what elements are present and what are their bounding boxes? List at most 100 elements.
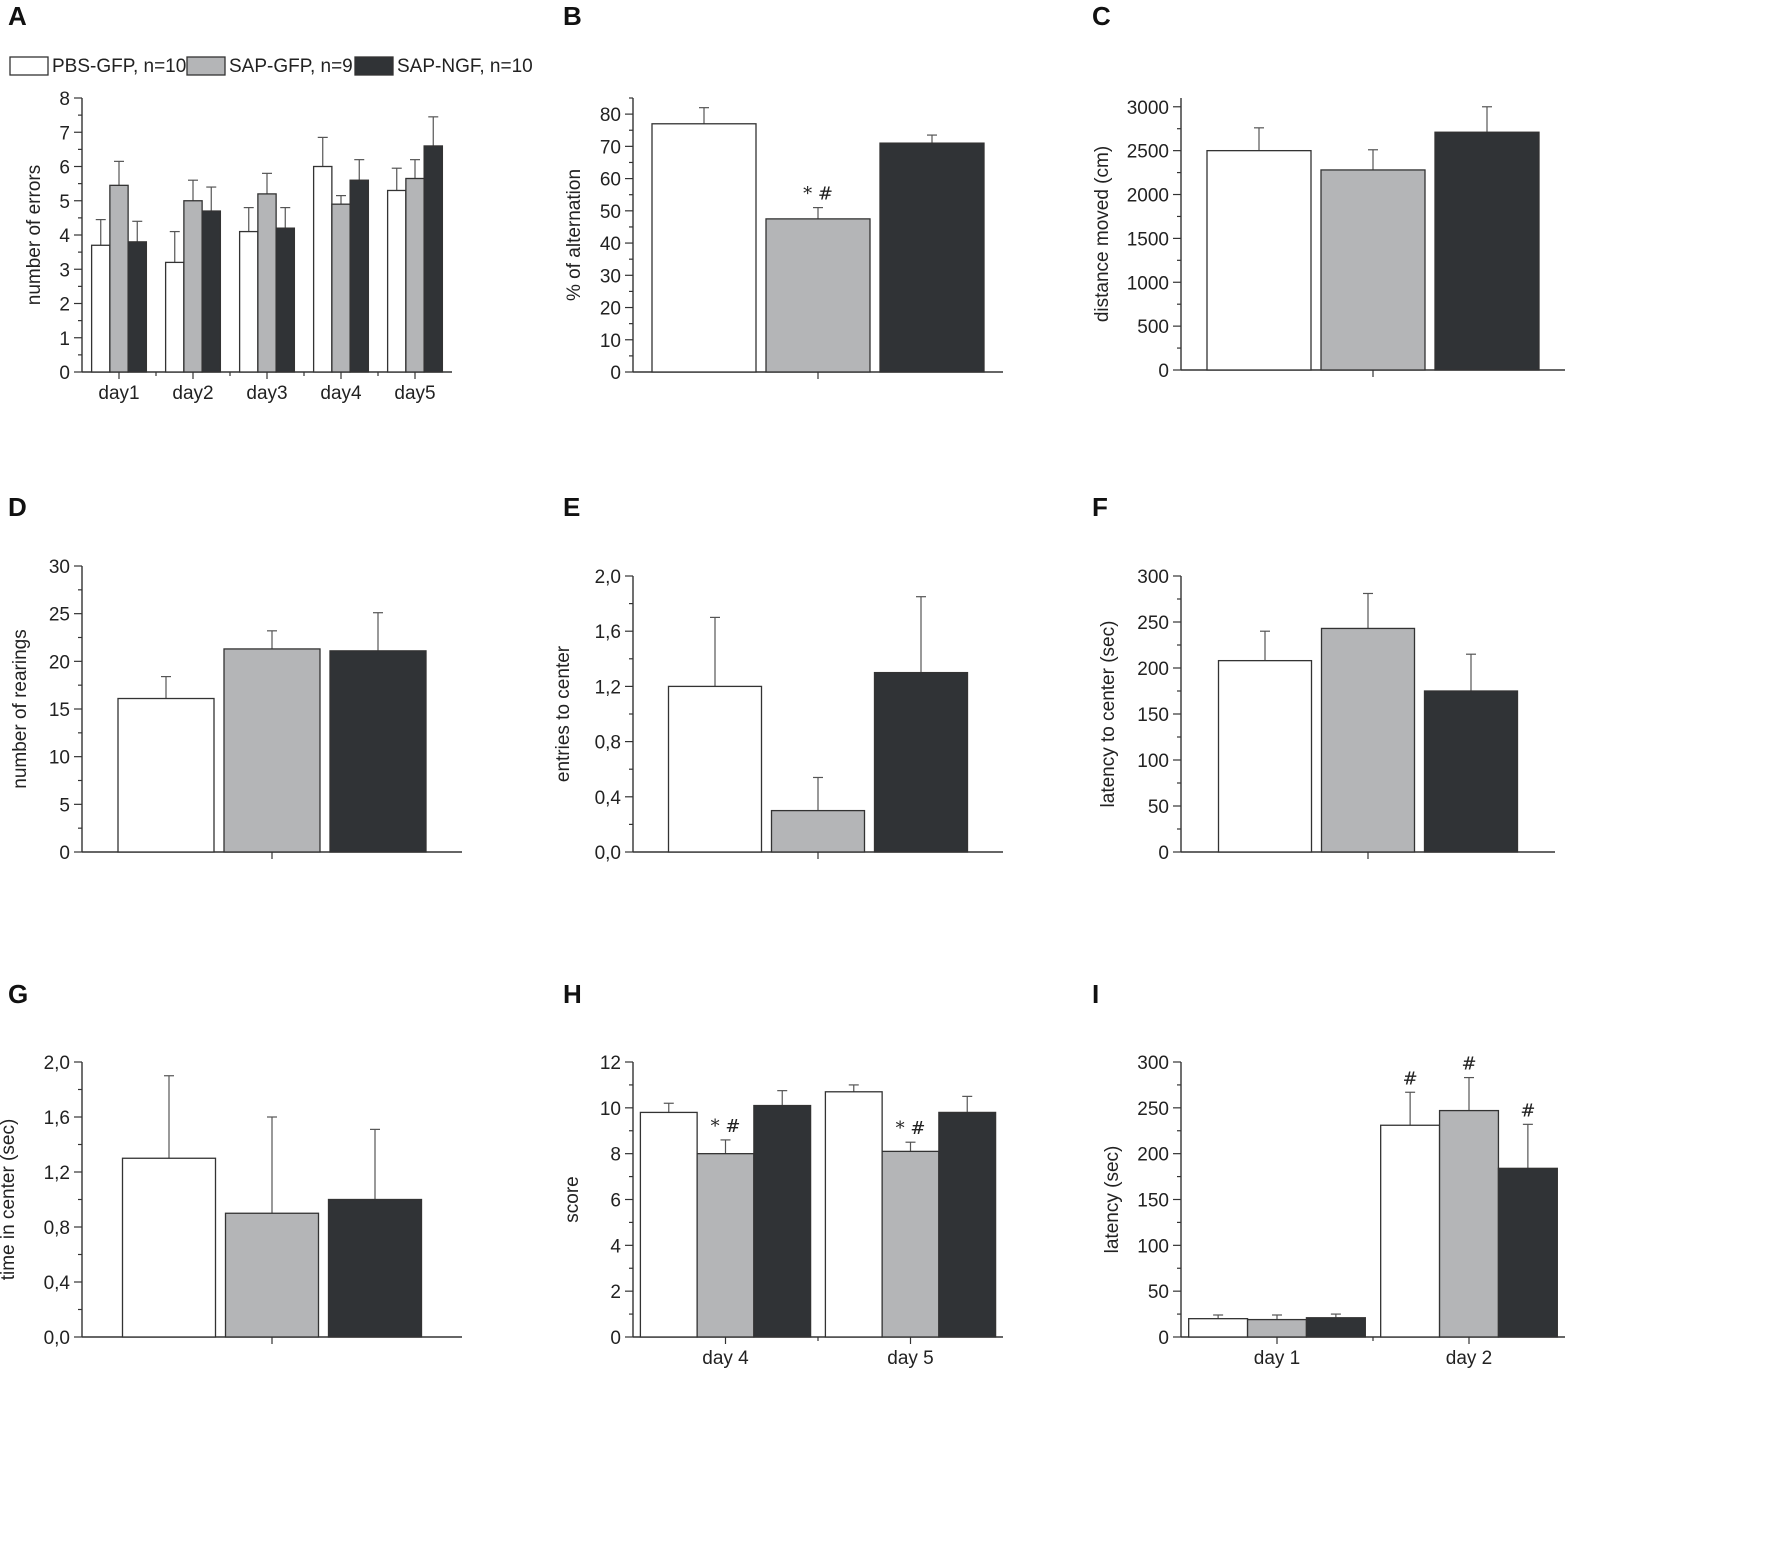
y-tick-label: 1000 [1127,273,1169,294]
y-tick-label: 0 [1158,843,1169,864]
y-tick-label: 0,0 [44,1328,70,1349]
y-tick-label: 0,8 [44,1218,70,1239]
bar-sap-gfp [224,1212,320,1338]
y-tick-label: 0 [1158,1328,1169,1349]
y-tick-label: 50 [1148,797,1169,818]
bar-sap-gfp-day5 [881,1150,940,1338]
y-tick-label: 100 [1137,1236,1169,1257]
x-tick-label: day5 [394,383,435,404]
bar-sap-gfp-day2 [1438,1109,1500,1338]
y-axis-title: entries to center [553,645,574,782]
y-tick-label: 1500 [1127,229,1169,250]
y-tick-label: 0 [59,363,70,384]
y-tick-label: 25 [49,605,70,626]
y-tick-label: 15 [49,700,70,721]
y-tick-label: 0 [59,843,70,864]
panel-b: B % of alternation 0 10 20 30 40 50 60 70 80 * # [563,1,1003,384]
bar-sap-gfp-day4 [696,1153,755,1338]
legend-entry-pbs-gfp: PBS-GFP, n=10 [9,56,186,77]
legend-label-sap-gfp: SAP-GFP, n=9 [229,56,353,77]
bar-sap-gfp [770,809,866,853]
y-tick-label: 6 [59,158,70,179]
panel-letter: I [1092,979,1099,1009]
y-tick-label: 150 [1137,1191,1169,1212]
bar-sap-gfp [765,218,871,373]
x-tick-label: day4 [320,383,362,404]
y-tick-label: 100 [1137,751,1169,772]
y-tick-label: 80 [600,105,621,126]
y-tick-label: 300 [1137,1053,1169,1074]
y-tick-label: 3 [59,260,70,281]
bar-sap-gfp-day3 [257,193,277,373]
x-tick-label: day2 [172,383,213,404]
y-tick-label: 1,6 [44,1108,70,1129]
x-tick-label: day1 [98,383,139,404]
legend-entry-sap-ngf: SAP-NGF, n=10 [354,56,533,77]
y-tick-label: 2,0 [44,1053,70,1074]
x-tick-label: day 1 [1254,1348,1300,1369]
bar-pbs-gfp [1217,659,1313,853]
panel-letter: F [1092,492,1108,522]
bar-sap-ngf [327,1198,423,1338]
significance-mark: # [1461,1054,1476,1075]
bar-pbs-gfp-day5 [824,1091,883,1338]
y-tick-label: 5 [59,192,70,213]
y-tick-label: 3000 [1127,98,1169,119]
panel-letter: G [8,979,28,1009]
bar-sap-ngf [1423,690,1519,853]
y-tick-label: 2500 [1127,142,1169,163]
bar-sap-ngf-day5 [423,145,444,373]
panel-letter: C [1092,1,1111,31]
legend-entry-sap-gfp: SAP-GFP, n=9 [186,56,353,77]
bar-sap-gfp-day4 [331,203,351,373]
y-tick-label: 70 [600,137,621,158]
bar-sap-ngf-day5 [938,1111,997,1338]
bar-pbs-gfp-day2 [1380,1124,1441,1338]
y-tick-label: 12 [600,1053,621,1074]
x-tick-label: day3 [246,383,287,404]
panel-letter: A [8,1,27,31]
y-tick-label: 200 [1137,659,1169,680]
y-tick-label: 0,0 [595,843,621,864]
y-tick-label: 40 [600,234,621,255]
bar-sap-ngf-day3 [275,227,296,373]
y-axis-title: latency (sec) [1102,1146,1123,1254]
y-axis-title: % of alternation [564,169,585,301]
bar-pbs-gfp-day4 [312,165,333,373]
significance-mark: * # [896,1118,926,1139]
y-tick-label: 7 [59,123,70,144]
y-tick-label: 20 [600,299,621,320]
legend-swatch-pbs-gfp [9,56,49,76]
bar-sap-ngf-day4 [753,1104,812,1338]
y-tick-label: 10 [600,331,621,352]
significance-mark: # [1403,1068,1418,1089]
bar-sap-ngf [873,671,969,853]
panel-letter: E [563,492,580,522]
panel-letter: D [8,492,27,522]
y-axis-title: number of errors [24,165,45,305]
y-axis-title: score [562,1176,583,1222]
y-tick-label: 2 [59,295,70,316]
y-tick-label: 6 [610,1191,621,1212]
y-tick-label: 1,2 [44,1163,70,1184]
bar-pbs-gfp-day1 [1188,1318,1249,1338]
bar-sap-ngf [1434,131,1540,371]
bar-pbs-gfp-day1 [90,244,111,373]
bar-sap-ngf-day1 [127,241,148,373]
bar-sap-ngf [329,650,427,853]
y-tick-label: 150 [1137,705,1169,726]
y-tick-label: 1,2 [595,677,621,698]
y-tick-label: 50 [1148,1282,1169,1303]
y-tick-label: 250 [1137,1099,1169,1120]
bar-sap-gfp [1320,627,1416,853]
x-tick-label: day 4 [702,1348,749,1369]
bar-pbs-gfp-day4 [639,1111,698,1338]
